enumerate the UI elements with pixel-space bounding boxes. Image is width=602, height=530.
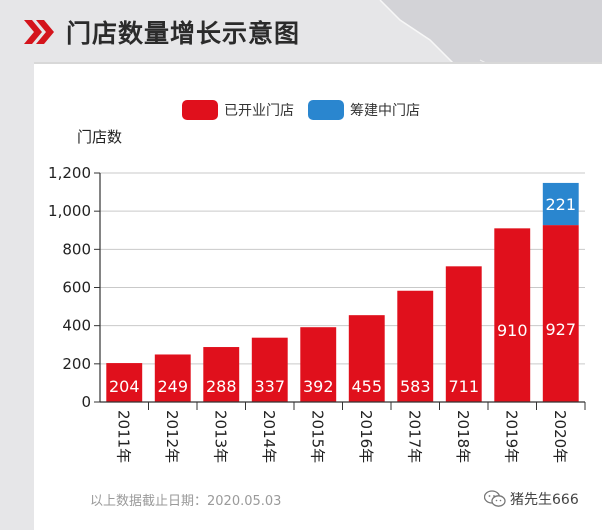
bar-open	[106, 363, 143, 402]
y-tick-label: 0	[81, 393, 91, 411]
bar-label-planned: 221	[545, 195, 576, 214]
bar-label-open: 392	[303, 377, 334, 396]
x-tick-label: 2014年	[260, 410, 278, 463]
bar-label-open: 910	[497, 321, 528, 340]
y-tick-label: 1,200	[48, 164, 91, 182]
bar-label-open: 204	[109, 377, 140, 396]
x-tick-label: 2016年	[357, 410, 375, 463]
y-tick-label: 1,000	[48, 202, 91, 220]
bar-open	[494, 228, 531, 402]
x-tick-label: 2018年	[454, 410, 472, 463]
x-tick-label: 2017年	[405, 410, 423, 463]
legend-item-planned: 筹建中门店	[308, 100, 420, 120]
x-tick-label: 2011年	[114, 410, 132, 463]
x-tick-label: 2015年	[308, 410, 326, 463]
bar-open	[300, 327, 337, 402]
y-tick-label: 200	[62, 355, 91, 373]
bar-label-open: 337	[254, 377, 285, 396]
y-tick-label: 400	[62, 317, 91, 335]
legend-label-open: 已开业门店	[224, 103, 294, 119]
x-tick-label: 2013年	[211, 410, 229, 463]
bar-open	[203, 347, 240, 402]
bar-label-open: 249	[157, 377, 188, 396]
double-chevron-icon	[24, 20, 54, 44]
x-tick-label: 2020年	[551, 410, 569, 463]
bar-open	[445, 266, 482, 402]
bar-label-open: 583	[400, 377, 431, 396]
watermark-text: 猪先生666	[510, 492, 579, 508]
legend-label-planned: 筹建中门店	[350, 103, 420, 119]
y-tick-label: 800	[62, 240, 91, 258]
header: 门店数量增长示意图	[0, 0, 602, 62]
y-axis-label: 门店数	[77, 128, 123, 146]
bar-label-open: 455	[351, 377, 382, 396]
bar-open	[397, 290, 434, 402]
legend-swatch-planned	[308, 100, 344, 120]
y-tick-label: 600	[62, 279, 91, 297]
bar-open	[251, 337, 288, 402]
watermark: 猪先生666	[484, 489, 579, 509]
footnote: 以上数据截止日期：2020.05.03	[90, 494, 282, 509]
bar-label-open: 711	[448, 377, 479, 396]
x-tick-label: 2019年	[502, 410, 520, 463]
bar-label-open: 927	[545, 320, 576, 339]
bar-open	[154, 354, 191, 402]
bar-open	[542, 225, 579, 402]
x-tick-label: 2012年	[163, 410, 181, 463]
chart-legend: 已开业门店 筹建中门店	[182, 100, 434, 120]
legend-item-open: 已开业门店	[182, 100, 294, 120]
bar-label-open: 288	[206, 377, 237, 396]
wechat-icon	[484, 490, 506, 507]
bar-planned	[542, 182, 579, 226]
bar-open	[348, 315, 385, 402]
legend-swatch-open	[182, 100, 218, 120]
page-title: 门店数量增长示意图	[66, 19, 301, 48]
